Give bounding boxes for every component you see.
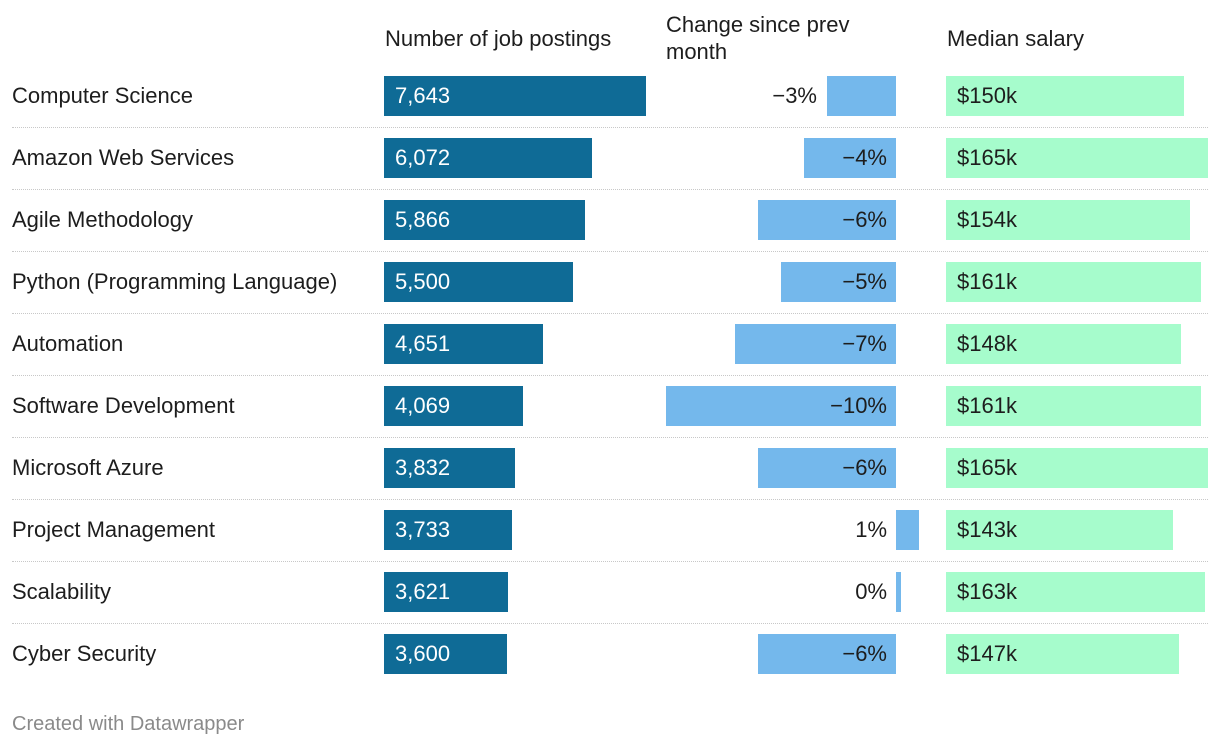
table-row: Software Development 4,069 −10% $161k [0, 375, 1220, 437]
skill-label: Cyber Security [12, 641, 157, 666]
salary-value: $161k [957, 269, 1017, 294]
postings-value: 4,069 [395, 393, 451, 418]
salary-bar [946, 634, 1179, 674]
change-value: −5% [842, 269, 887, 294]
postings-value: 4,651 [395, 331, 451, 356]
change-bar [804, 138, 896, 178]
row-divider [12, 499, 1208, 500]
skill-label: Automation [12, 331, 124, 356]
postings-bar [384, 138, 592, 178]
salary-bar [946, 76, 1184, 116]
salary-bar [946, 448, 1208, 488]
salary-value: $165k [957, 145, 1017, 170]
row-divider [12, 127, 1208, 128]
postings-bar [384, 324, 543, 364]
table-row: Python (Programming Language) 5,500 −5% $16… [0, 251, 1220, 313]
row-divider [12, 561, 1208, 562]
change-bar [758, 634, 896, 674]
salary-bar [946, 200, 1190, 240]
change-bar [781, 262, 896, 302]
postings-bar [384, 262, 573, 302]
table-row: Computer Science 7,643 −3% $150k [0, 65, 1220, 127]
salary-value: $147k [957, 641, 1017, 666]
change-bar [666, 386, 896, 426]
salary-value: $165k [957, 455, 1017, 480]
postings-value: 5,866 [395, 207, 451, 232]
change-value: −6% [842, 207, 887, 232]
salary-value: $150k [957, 83, 1017, 108]
salary-value: $143k [957, 517, 1017, 542]
change-value: −10% [830, 393, 887, 418]
postings-bar [384, 76, 646, 116]
salary-bar [946, 324, 1181, 364]
postings-value: 3,600 [395, 641, 451, 666]
row-divider [12, 623, 1208, 624]
change-bar [758, 200, 896, 240]
table-body: Computer Science 7,643 −3% $150k Amazon Web … [0, 65, 1220, 685]
salary-column-header: Median salary [947, 26, 1084, 51]
salary-value: $154k [957, 207, 1017, 232]
table-row: Project Management 3,733 1% $143k [0, 499, 1220, 561]
change-bar [896, 572, 901, 612]
change-value: −4% [842, 145, 887, 170]
change-bar [896, 510, 919, 550]
postings-value: 3,621 [395, 579, 451, 604]
skill-label: Software Development [12, 393, 235, 418]
datawrapper-credit[interactable]: Created with Datawrapper [12, 713, 245, 735]
change-value: −6% [842, 455, 887, 480]
salary-bar [946, 386, 1201, 426]
skill-label: Scalability [12, 579, 112, 604]
table-row: Amazon Web Services 6,072 −4% $165k [0, 127, 1220, 189]
change-value: −7% [842, 331, 887, 356]
row-divider [12, 189, 1208, 190]
row-divider [12, 375, 1208, 376]
change-bar [758, 448, 896, 488]
postings-value: 6,072 [395, 145, 451, 170]
postings-value: 7,643 [395, 83, 451, 108]
postings-column-header: Number of job postings [385, 26, 612, 51]
change-value: 0% [855, 579, 887, 604]
postings-bar [384, 572, 508, 612]
change-bar [735, 324, 896, 364]
change-value: −6% [842, 641, 887, 666]
postings-bar [384, 634, 507, 674]
skill-label: Computer Science [12, 83, 193, 108]
postings-bar [384, 510, 512, 550]
skill-label: Agile Methodology [12, 207, 194, 232]
row-divider [12, 251, 1208, 252]
table-row: Cyber Security 3,600 −6% $147k [0, 623, 1220, 685]
salary-value: $148k [957, 331, 1017, 356]
change-bar [827, 76, 896, 116]
table-row: Microsoft Azure 3,832 −6% $165k [0, 437, 1220, 499]
postings-bar [384, 386, 523, 426]
skill-label: Microsoft Azure [12, 455, 164, 480]
salary-bar [946, 510, 1173, 550]
row-divider [12, 313, 1208, 314]
salary-value: $163k [957, 579, 1017, 604]
skill-label: Project Management [12, 517, 215, 542]
salary-bar [946, 572, 1205, 612]
salary-bar [946, 262, 1201, 302]
postings-value: 5,500 [395, 269, 451, 294]
change-value: −3% [772, 83, 817, 108]
salary-bar [946, 138, 1208, 178]
postings-value: 3,733 [395, 517, 451, 542]
change-value: 1% [855, 517, 887, 542]
postings-value: 3,832 [395, 455, 451, 480]
salary-value: $161k [957, 393, 1017, 418]
table-row: Automation 4,651 −7% $148k [0, 313, 1220, 375]
table-row: Scalability 3,621 0% $163k [0, 561, 1220, 623]
row-divider [12, 437, 1208, 438]
skill-label: Amazon Web Services [12, 145, 235, 170]
table-row: Agile Methodology 5,866 −6% $154k [0, 189, 1220, 251]
postings-bar [384, 200, 585, 240]
skill-label: Python (Programming Language) [12, 269, 338, 294]
postings-bar [384, 448, 515, 488]
change-column-header: Change since prev month [666, 12, 850, 64]
